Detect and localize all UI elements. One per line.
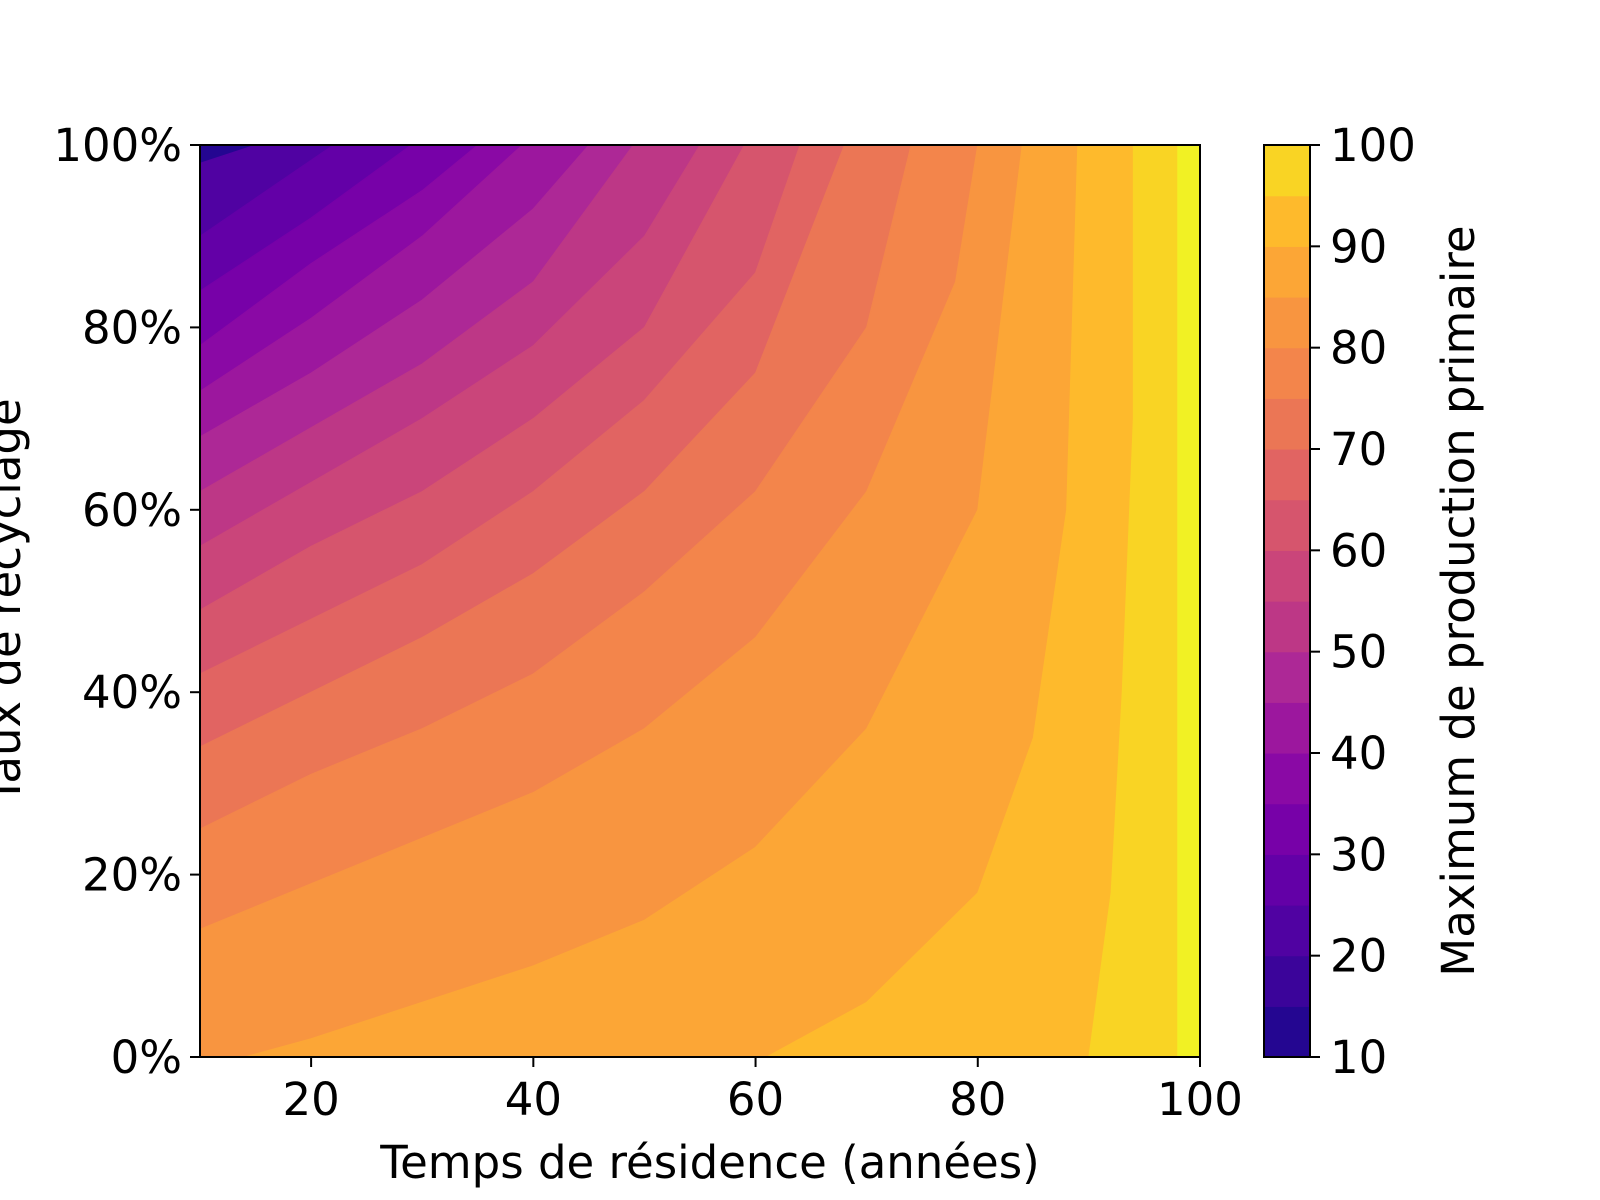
- colorbar-segment: [1264, 195, 1310, 247]
- colorbar-tick-label: 20: [1330, 930, 1387, 983]
- colorbar-segment: [1264, 145, 1310, 197]
- x-axis-label: Temps de résidence (années): [379, 1136, 1039, 1189]
- plot-area: [200, 145, 1200, 1057]
- colorbar-tick-label: 50: [1330, 626, 1387, 679]
- colorbar-segment: [1264, 347, 1310, 399]
- colorbar-tick-label: 90: [1330, 220, 1387, 273]
- colorbar-label: Maximum de production primaire: [1432, 225, 1485, 976]
- colorbar-segment: [1264, 550, 1310, 602]
- colorbar-tick-label: 80: [1330, 322, 1387, 375]
- colorbar-segment: [1264, 499, 1310, 551]
- colorbar-segment: [1264, 398, 1310, 450]
- colorbar-segment: [1264, 905, 1310, 957]
- colorbar-tick-label: 100: [1330, 119, 1416, 172]
- contour-band-90: [766, 145, 1200, 1057]
- x-tick-label: 100: [1157, 1073, 1243, 1126]
- colorbar-tick-label: 10: [1330, 1031, 1387, 1084]
- y-tick-label: 0%: [111, 1031, 182, 1084]
- colorbar-segment: [1264, 702, 1310, 754]
- colorbar-tick-label: 40: [1330, 727, 1387, 780]
- plot-frame: [199, 144, 1201, 1058]
- colorbar-tick-label: 60: [1330, 524, 1387, 577]
- y-tick-label: 80%: [82, 301, 182, 354]
- x-tick-label: 40: [505, 1073, 562, 1126]
- colorbar-segment: [1264, 803, 1310, 855]
- x-tick-label: 60: [727, 1073, 784, 1126]
- colorbar-tick-label: 30: [1330, 828, 1387, 881]
- colorbar-segment: [1264, 601, 1310, 653]
- y-axis-label: Taux de recyclage: [0, 398, 31, 804]
- colorbar-segment: [1264, 753, 1310, 805]
- x-axis: 20 40 60 80 100: [282, 1057, 1243, 1126]
- y-axis: 0% 20% 40% 60% 80% 100%: [53, 119, 200, 1084]
- colorbar-segment: [1264, 955, 1310, 1007]
- contour-band-100: [1177, 145, 1200, 1057]
- colorbar-segment: [1264, 449, 1310, 501]
- colorbar-segment: [1264, 1006, 1310, 1058]
- contour-band-95: [1088, 145, 1200, 1057]
- colorbar-segment: [1264, 246, 1310, 298]
- colorbar-segment: [1264, 651, 1310, 703]
- colorbar-tick-label: 70: [1330, 423, 1387, 476]
- y-tick-label: 40%: [82, 666, 182, 719]
- x-tick-label: 20: [282, 1073, 339, 1126]
- colorbar: 10 20 30 40 50 60 70 80 90 100: [1263, 119, 1416, 1084]
- colorbar-segment: [1264, 297, 1310, 349]
- y-tick-label: 100%: [53, 119, 182, 172]
- y-tick-label: 20%: [82, 849, 182, 902]
- colorbar-frame: [1263, 144, 1311, 1058]
- contour-band-85: [243, 145, 1200, 1057]
- colorbar-segment: [1264, 854, 1310, 906]
- x-tick-label: 80: [949, 1073, 1006, 1126]
- y-tick-label: 60%: [82, 484, 182, 537]
